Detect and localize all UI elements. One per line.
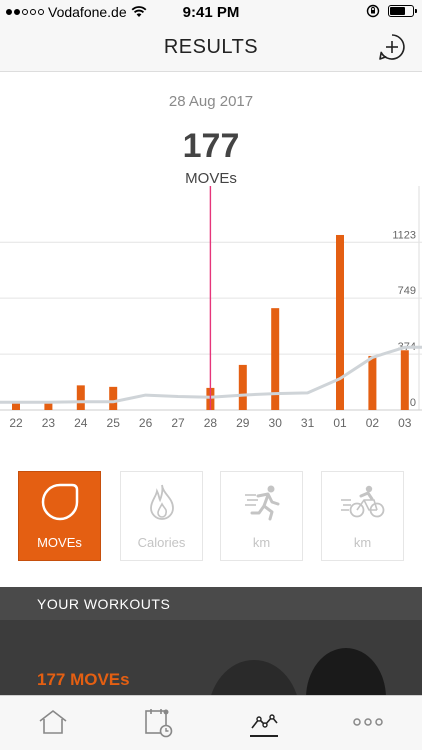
moves-chart[interactable]: 0 374 749 1123 22 23 24 25 26 27 28 29 30 31 01 02 03 xyxy=(0,186,422,436)
chart-bar xyxy=(12,402,20,410)
chart-x-tick-label: 26 xyxy=(139,416,153,430)
chart-bar xyxy=(336,234,344,410)
workout-card[interactable]: 177 MOVEs xyxy=(0,620,422,700)
home-icon xyxy=(39,710,67,734)
page-title: RESULTS xyxy=(163,36,259,58)
chart-bar xyxy=(400,350,409,410)
chart-x-tick-label: 27 xyxy=(171,416,185,430)
chart-bar xyxy=(44,402,53,410)
tile-moves[interactable]: MOVEs xyxy=(18,471,101,561)
status-left: Vodafone.de xyxy=(6,4,147,20)
calendar-icon xyxy=(145,709,173,738)
active-tab-indicator xyxy=(250,735,278,737)
runner-icon xyxy=(221,482,302,522)
athlete-photo-left xyxy=(208,660,300,700)
chart-x-tick-label: 23 xyxy=(42,416,56,430)
status-bar: Vodafone.de 9:41 PM xyxy=(0,0,422,24)
chart-bar xyxy=(368,355,377,410)
status-time: 9:41 PM xyxy=(182,4,240,21)
tile-running-distance[interactable]: km xyxy=(220,471,303,561)
tab-home[interactable] xyxy=(33,704,73,740)
flame-icon xyxy=(121,482,202,522)
selected-value: 177 xyxy=(182,127,240,165)
nav-bar: RESULTS xyxy=(0,24,422,72)
more-icon xyxy=(353,718,383,726)
tab-bar xyxy=(0,695,422,750)
chart-bar xyxy=(109,386,118,410)
status-right xyxy=(366,4,417,18)
chart-bar xyxy=(271,308,280,410)
tile-calories[interactable]: Calories xyxy=(120,471,203,561)
chart-x-tick-label: 30 xyxy=(269,416,283,430)
chart-y-tick-label: 0 xyxy=(410,397,416,409)
tile-label: Calories xyxy=(137,535,186,550)
chart-y-tick-label: 749 xyxy=(398,285,416,297)
chart-x-tick-label: 25 xyxy=(107,416,121,430)
selected-date: 28 Aug 2017 xyxy=(168,93,254,110)
workouts-header-label: YOUR WORKOUTS xyxy=(37,596,171,612)
chart-x-tick-label: 31 xyxy=(301,416,315,430)
chart-x-tick-label: 03 xyxy=(398,416,412,430)
tile-label: km xyxy=(252,535,271,550)
chart-x-tick-label: 24 xyxy=(74,416,88,430)
chart-bar xyxy=(238,364,247,410)
tab-results[interactable] xyxy=(244,704,284,740)
selected-unit: MOVEs xyxy=(185,170,237,187)
chart-x-tick-label: 29 xyxy=(236,416,250,430)
moves-icon xyxy=(19,482,100,522)
add-workout-button[interactable] xyxy=(378,33,406,61)
orientation-lock-icon xyxy=(366,4,380,18)
carrier-label: Vodafone.de xyxy=(48,4,127,20)
chart-bar xyxy=(76,385,85,410)
chart-y-tick-label: 1123 xyxy=(392,229,416,241)
chart-x-tick-label: 01 xyxy=(333,416,347,430)
chart-x-tick-label: 02 xyxy=(366,416,380,430)
tile-cycling-distance[interactable]: km xyxy=(321,471,404,561)
chart-x-tick-label: 28 xyxy=(204,416,218,430)
cyclist-icon xyxy=(322,482,403,522)
workout-value: 177 MOVEs xyxy=(37,670,130,689)
athlete-photo-right xyxy=(306,648,386,700)
tab-calendar[interactable] xyxy=(138,704,178,740)
results-graph-icon xyxy=(251,714,278,729)
battery-icon xyxy=(388,5,417,17)
tile-label: km xyxy=(353,535,372,550)
chart-x-tick-label: 22 xyxy=(9,416,23,430)
wifi-icon xyxy=(131,6,147,17)
workouts-header: YOUR WORKOUTS xyxy=(0,587,422,620)
signal-strength-icon xyxy=(6,9,44,15)
tab-more[interactable] xyxy=(348,704,388,740)
tile-label: MOVEs xyxy=(37,535,82,550)
